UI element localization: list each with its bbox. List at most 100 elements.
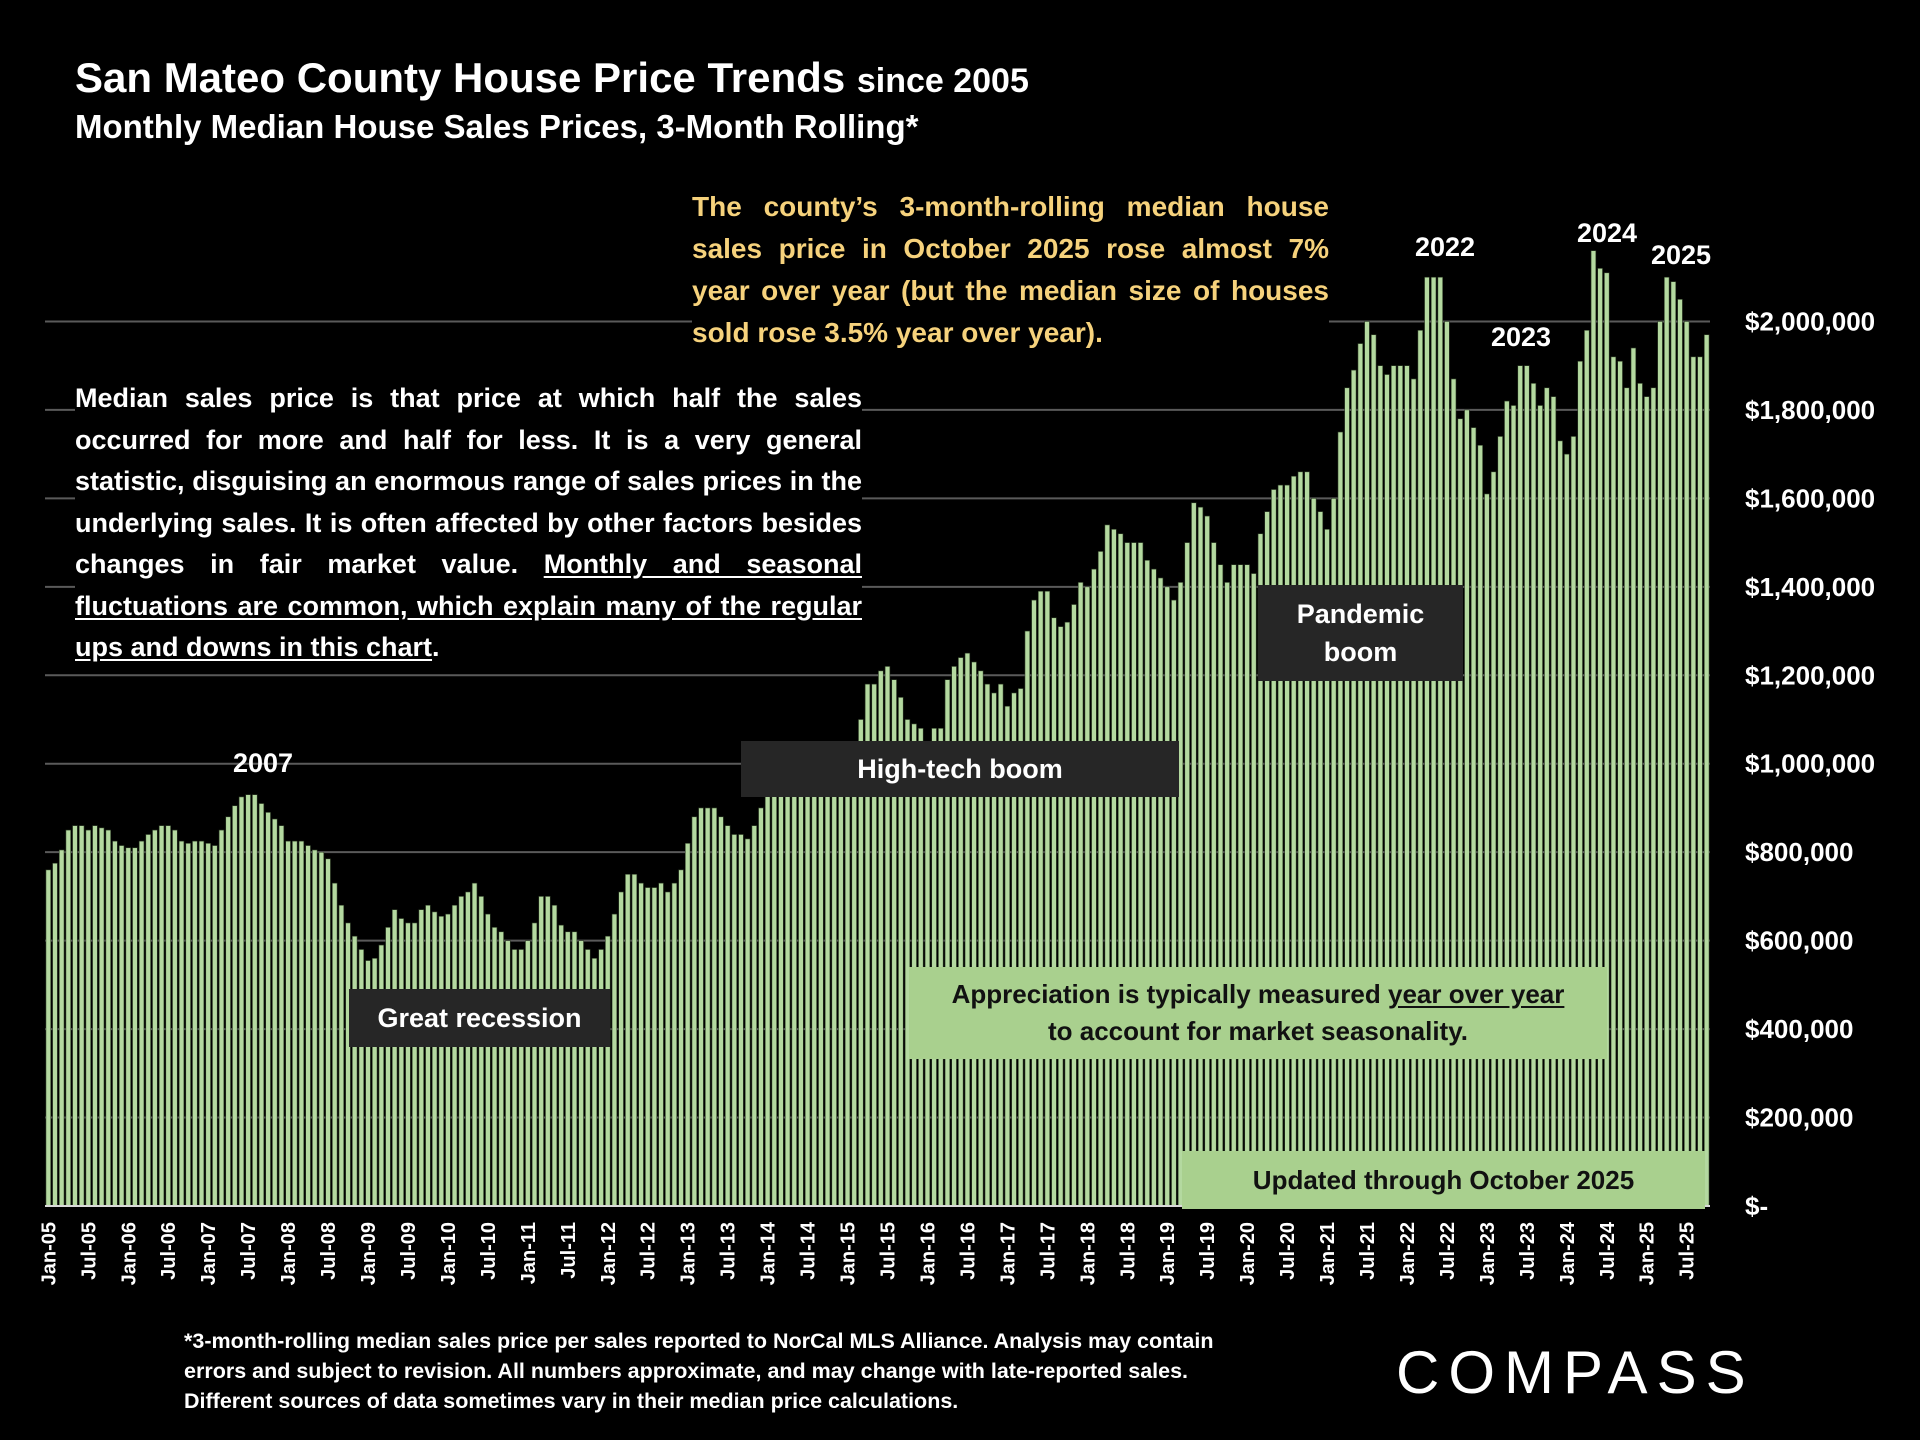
- bar: [791, 763, 797, 1207]
- y-tick-label: $2,000,000: [1745, 306, 1875, 336]
- bar: [1231, 564, 1237, 1207]
- chart-subtitle: Monthly Median House Sales Prices, 3-Mon…: [75, 108, 919, 145]
- bar: [511, 949, 518, 1207]
- bar: [112, 840, 118, 1207]
- bar: [1644, 396, 1650, 1207]
- bar: [258, 803, 265, 1207]
- bar: [1117, 533, 1124, 1207]
- bar: [1637, 383, 1643, 1207]
- x-tick-label: Jul-12: [638, 1222, 660, 1280]
- definition-text: Median sales price is that price at whic…: [75, 383, 862, 579]
- bar: [232, 805, 238, 1207]
- bar: [1084, 586, 1090, 1207]
- phase-label: Pandemic boom: [1258, 585, 1463, 681]
- x-tick-label: Jul-19: [1197, 1222, 1219, 1280]
- bar: [631, 873, 638, 1207]
- x-tick-label: Jan-12: [598, 1222, 620, 1285]
- bar: [478, 896, 484, 1207]
- bar: [465, 891, 471, 1207]
- bar: [1197, 506, 1204, 1207]
- bar: [265, 812, 271, 1207]
- y-tick-label: $1,600,000: [1745, 483, 1875, 513]
- bar: [744, 838, 751, 1207]
- bar: [78, 825, 85, 1207]
- bar: [1024, 630, 1031, 1207]
- bar: [1031, 599, 1037, 1207]
- bar: [358, 949, 365, 1207]
- bar: [751, 825, 757, 1207]
- bar: [718, 816, 724, 1207]
- bar: [385, 927, 391, 1207]
- bar: [1037, 590, 1044, 1207]
- year-label: 2022: [1415, 232, 1475, 262]
- bar: [45, 869, 52, 1207]
- bar: [318, 851, 325, 1207]
- bar: [1564, 453, 1570, 1207]
- bar: [545, 896, 551, 1207]
- bar: [1490, 471, 1497, 1207]
- bar: [125, 847, 131, 1207]
- bar: [152, 829, 158, 1207]
- bar: [1450, 378, 1457, 1207]
- bar: [1430, 276, 1437, 1207]
- bar: [205, 843, 211, 1207]
- bar: [1177, 582, 1184, 1207]
- bar: [818, 776, 824, 1207]
- bar: [558, 924, 564, 1207]
- bar: [645, 887, 651, 1207]
- bar: [658, 882, 664, 1207]
- x-tick-label: Jul-08: [318, 1222, 340, 1280]
- bar: [1570, 436, 1577, 1207]
- bar: [418, 909, 424, 1207]
- bar: [1677, 299, 1683, 1207]
- x-tick-label: Jan-21: [1317, 1222, 1339, 1285]
- year-label: 2023: [1491, 322, 1551, 352]
- bar: [1057, 626, 1064, 1207]
- bar: [118, 845, 125, 1207]
- bar: [518, 949, 524, 1207]
- bar: [1530, 383, 1537, 1207]
- bar: [1244, 564, 1250, 1207]
- x-tick-label: Jul-05: [78, 1222, 100, 1280]
- bar: [1191, 502, 1197, 1207]
- x-tick-label: Jan-15: [838, 1222, 860, 1285]
- bar: [578, 940, 584, 1207]
- bars: [45, 250, 1710, 1207]
- bar: [1137, 542, 1144, 1207]
- bar: [1670, 281, 1677, 1207]
- bar: [85, 829, 91, 1207]
- bar: [1477, 444, 1483, 1207]
- logo: COMPASS: [1396, 1339, 1755, 1406]
- note: The county’s 3-month-rolling median hous…: [692, 186, 1329, 354]
- bar: [1697, 356, 1703, 1207]
- year-label: 2024: [1577, 218, 1637, 248]
- phase-label: Great recession: [349, 989, 610, 1047]
- bar: [1184, 542, 1190, 1207]
- x-tick-label: Jul-13: [718, 1222, 740, 1280]
- bar: [1384, 374, 1390, 1207]
- bar: [485, 913, 491, 1207]
- x-tick-label: Jul-21: [1357, 1222, 1379, 1280]
- bar: [92, 825, 98, 1207]
- bar: [1604, 272, 1610, 1207]
- bar: [272, 818, 278, 1207]
- bar: [711, 807, 718, 1207]
- bar: [1584, 329, 1590, 1207]
- bar: [1437, 276, 1443, 1207]
- bar: [1590, 250, 1597, 1207]
- bar: [1444, 321, 1450, 1207]
- x-tick-label: Jul-24: [1597, 1221, 1619, 1280]
- x-tick-label: Jan-06: [118, 1222, 140, 1285]
- bar: [491, 927, 498, 1207]
- bar: [1104, 524, 1110, 1207]
- bar: [438, 916, 444, 1207]
- appreciation-note: Appreciation is typically measured year …: [909, 967, 1607, 1059]
- x-tick-label: Jul-17: [1037, 1222, 1059, 1280]
- bar: [225, 816, 231, 1207]
- bar: [52, 862, 58, 1207]
- bar: [1044, 590, 1051, 1207]
- year-label: 2007: [233, 748, 293, 778]
- bar: [332, 882, 338, 1207]
